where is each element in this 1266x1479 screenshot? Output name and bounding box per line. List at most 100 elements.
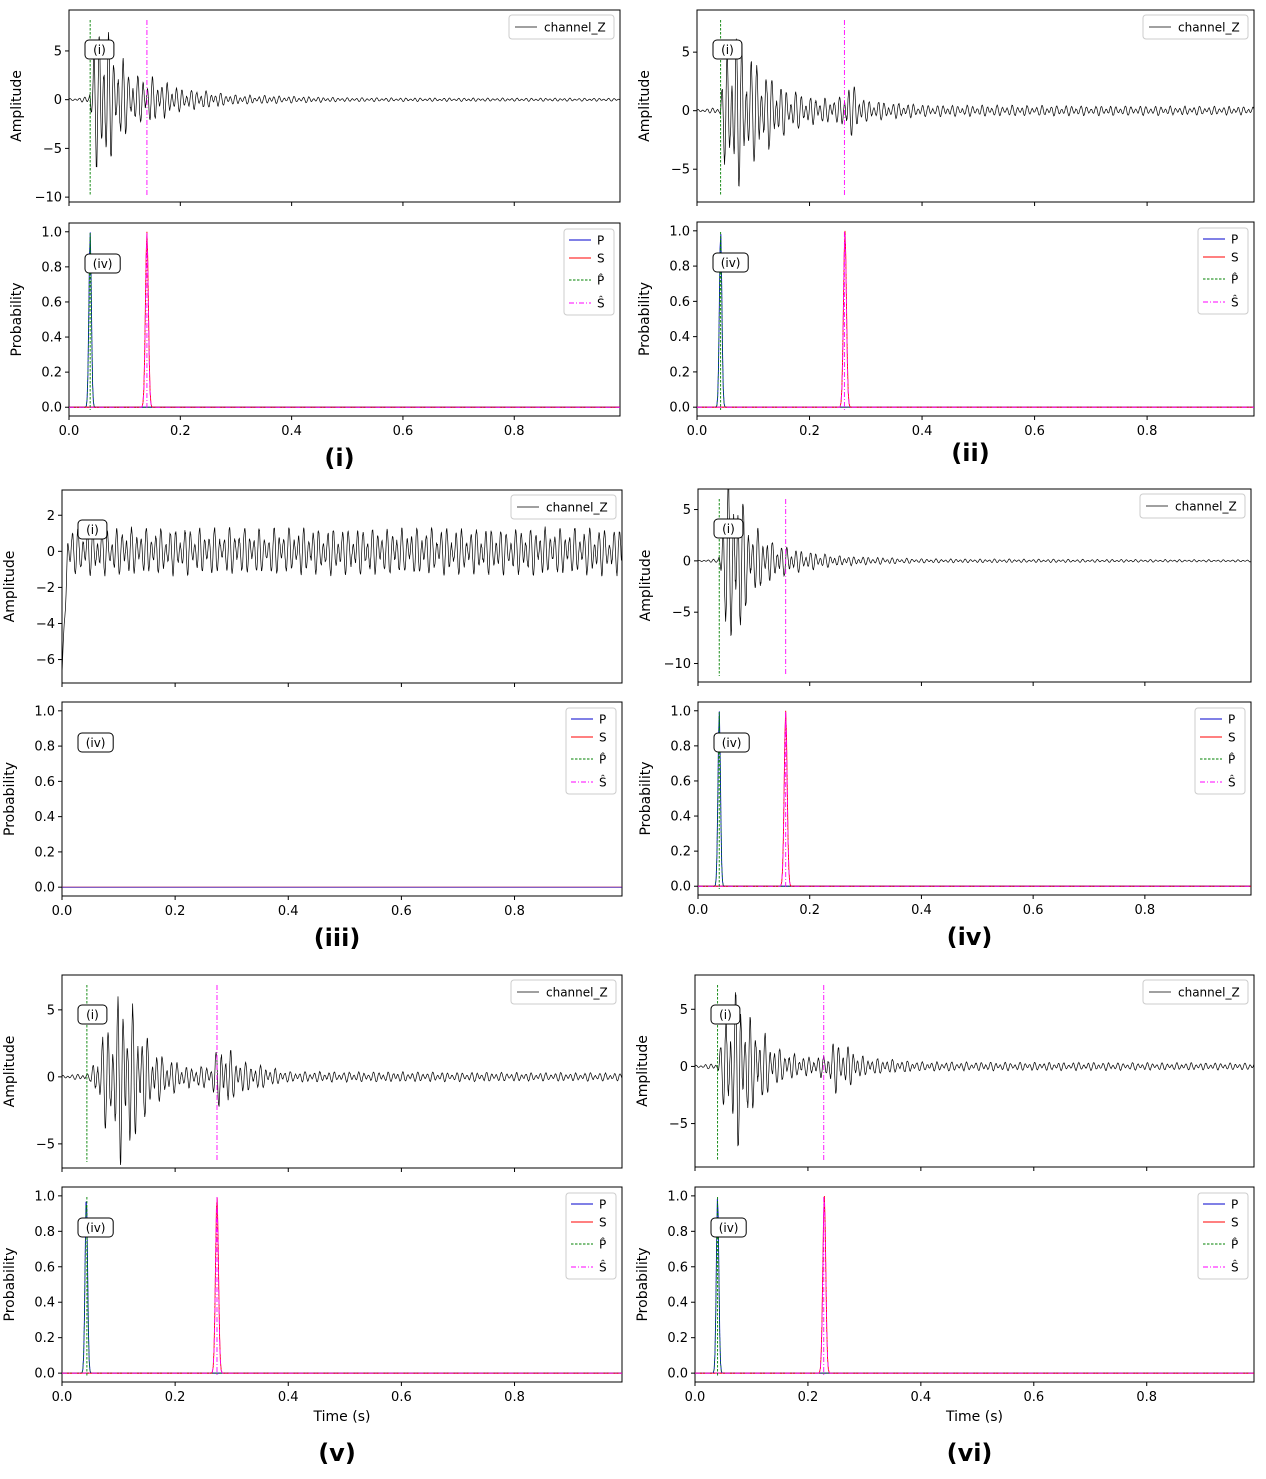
waveform-frame: [68, 9, 621, 203]
waveform-legend-box: [1142, 14, 1249, 40]
probability-ytick-label: 1.0: [41, 225, 62, 240]
probability-ylabel: Probability: [637, 282, 653, 356]
probability-frame: [61, 701, 623, 897]
probability-ytick-label: 0.4: [34, 810, 55, 825]
probability-ytick-label: 0.8: [669, 260, 690, 275]
waveform-axes: −10 −5 0 5 Amplitude (i) channel_Z: [9, 9, 621, 206]
waveform-ytick-label: −5: [672, 606, 691, 621]
waveform-frame: [61, 974, 623, 1169]
waveform-ytick-label: −5: [669, 1117, 688, 1132]
subfigure-2: −5 0 5 Amplitude (i) channel_Z 0.0 0.2 0.4 0.6 0.8…: [637, 9, 1255, 467]
probability-xtick-label: 0.0: [52, 1390, 73, 1405]
waveform-tag: (i): [719, 1008, 732, 1022]
probability-ytick-label: 1.0: [669, 224, 690, 239]
probability-ytick-label: 0.6: [41, 295, 62, 310]
probability-xtick-label: 0.6: [391, 1390, 412, 1405]
probability-p-curve: [62, 1201, 622, 1374]
probability-ytick-label: 0.4: [670, 810, 691, 825]
waveform-legend-box: [508, 14, 615, 40]
waveform-ytick-label: 2: [47, 509, 55, 524]
probability-xtick-label: 0.8: [1137, 424, 1158, 439]
waveform-trace-channel-z: [62, 526, 622, 674]
waveform-legend: channel_Z: [1142, 14, 1249, 40]
probability-ytick-label: 0.4: [669, 330, 690, 345]
probability-ylabel: Probability: [2, 762, 18, 836]
waveform-legend: channel_Z: [1142, 979, 1249, 1005]
probability-legend-box: [565, 1192, 617, 1280]
probability-ytick-label: 0.0: [34, 881, 55, 896]
probability-tag: (iv): [93, 257, 113, 271]
legend-label-s-hat: Ŝ: [1231, 1260, 1239, 1275]
probability-ytick-label: 0.2: [670, 845, 691, 860]
legend-label-s-hat: Ŝ: [599, 775, 607, 790]
legend-label-s: S: [1228, 731, 1236, 745]
probability-xtick-label: 0.0: [687, 424, 708, 439]
probability-legend: PS P̂ Ŝ: [563, 228, 615, 316]
probability-axes: 0.0 0.2 0.4 0.6 0.8 1.0 0.0 0.2 0.4 0.6 0.8 Probabi…: [2, 1186, 623, 1405]
probability-xtick-label: 0.4: [281, 424, 302, 439]
probability-xtick-label: 0.2: [165, 1390, 186, 1405]
probability-ytick-label: 1.0: [34, 1189, 55, 1204]
probability-s-curve: [697, 230, 1254, 408]
probability-tag: (iv): [722, 736, 742, 750]
probability-p-curve: [695, 1198, 1254, 1374]
waveform-ytick-label: 5: [683, 503, 691, 518]
probability-ytick-label: 0.0: [669, 401, 690, 416]
probability-tag: (iv): [86, 736, 106, 750]
waveform-ytick-label: −5: [43, 142, 62, 157]
probability-xtick-label: 0.6: [393, 424, 414, 439]
probability-s-curve: [62, 1197, 622, 1374]
legend-label-p-hat: P̂: [1228, 752, 1235, 766]
probability-axes: 0.0 0.2 0.4 0.6 0.8 1.0 0.0 0.2 0.4 0.6 0.8 Probabi…: [9, 222, 621, 439]
waveform-ytick-label: 0: [682, 104, 690, 119]
probability-xtick-label: 0.4: [912, 424, 933, 439]
waveform-ytick-label: 0: [680, 1060, 688, 1075]
legend-label-channel-z: channel_Z: [544, 21, 606, 35]
waveform-trace-channel-z: [69, 32, 620, 168]
waveform-tag: (i): [93, 43, 106, 57]
probability-tag: (iv): [719, 1221, 739, 1235]
waveform-legend: channel_Z: [508, 14, 615, 40]
probability-axes: 0.0 0.2 0.4 0.6 0.8 1.0 0.0 0.2 0.4 0.6 0.8 Probabi…: [2, 701, 623, 919]
probability-xtick-label: 0.2: [798, 1390, 819, 1405]
waveform-ytick-label: 5: [54, 44, 62, 59]
waveform-tag-box: [710, 1004, 741, 1025]
probability-ylabel: Probability: [9, 282, 25, 356]
legend-label-p: P: [599, 1198, 606, 1212]
probability-ytick-label: 0.2: [669, 365, 690, 380]
probability-xtick-label: 0.8: [1136, 1390, 1157, 1405]
probability-ytick-label: 0.8: [34, 740, 55, 755]
legend-label-s: S: [599, 731, 607, 745]
probability-p-curve: [69, 232, 620, 408]
waveform-tag-box: [77, 1004, 108, 1025]
probability-ytick-label: 1.0: [667, 1189, 688, 1204]
legend-label-s: S: [1231, 1216, 1239, 1230]
legend-label-p-hat: P̂: [599, 752, 606, 766]
legend-label-s-hat: Ŝ: [1228, 775, 1236, 790]
subfigure-caption: (vi): [947, 1439, 993, 1467]
probability-ytick-label: 0.0: [667, 1367, 688, 1382]
probability-frame: [697, 701, 1252, 896]
probability-s-hat-curve: [698, 714, 1251, 887]
waveform-ylabel: Amplitude: [9, 70, 25, 142]
probability-ytick-label: 0.0: [670, 880, 691, 895]
probability-s-hat-curve: [695, 1199, 1254, 1374]
probability-xtick-label: 0.8: [504, 424, 525, 439]
probability-xtick-label: 0.6: [391, 904, 412, 919]
waveform-tag-box: [84, 39, 115, 60]
waveform-legend-box: [1142, 979, 1249, 1005]
probability-ytick-label: 0.0: [34, 1367, 55, 1382]
legend-label-p: P: [1228, 713, 1235, 727]
waveform-legend: channel_Z: [510, 494, 617, 520]
legend-label-p: P: [599, 713, 606, 727]
probability-ytick-label: 0.2: [667, 1331, 688, 1346]
probability-p-curve: [697, 234, 1254, 408]
probability-xtick-label: 0.4: [911, 1390, 932, 1405]
legend-label-p-hat: P̂: [1231, 1237, 1238, 1251]
probability-p-hat-curve: [695, 1202, 1254, 1374]
probability-s-curve: [69, 231, 620, 408]
waveform-ytick-label: −5: [36, 1137, 55, 1152]
probability-frame: [61, 1186, 623, 1383]
probability-ytick-label: 1.0: [34, 704, 55, 719]
probability-ytick-label: 0.2: [34, 1331, 55, 1346]
